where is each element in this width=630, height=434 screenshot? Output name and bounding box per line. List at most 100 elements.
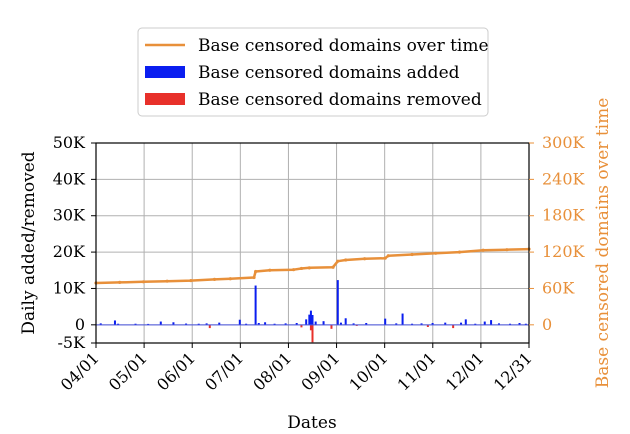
y-right-tick-label: 120K [542, 242, 586, 261]
added-bar [197, 323, 200, 325]
added-bar [113, 320, 116, 325]
y-left-tick-label: 30K [53, 206, 86, 225]
y-right-tick-label: 300K [542, 133, 586, 152]
over-time-point [165, 279, 169, 283]
y-left-tick-label: 0 [75, 315, 85, 334]
added-bar [365, 323, 368, 325]
over-time-point [141, 280, 146, 284]
removed-bar [208, 324, 211, 329]
added-bar [339, 322, 342, 325]
added-bar [134, 323, 137, 325]
x-tick-label: 11/01 [394, 348, 440, 394]
over-time-point [331, 265, 335, 269]
added-bar [444, 322, 447, 325]
added-bar [238, 319, 241, 325]
added-bar [431, 323, 434, 325]
y-left-tick-label: -5K [57, 333, 86, 352]
over-time-point [291, 268, 296, 272]
added-bar [344, 318, 347, 325]
added-bar [460, 322, 463, 325]
over-time-point [434, 251, 438, 255]
added-bar [284, 323, 287, 325]
added-bar [218, 322, 221, 325]
legend-added-swatch [145, 66, 185, 78]
x-tick-label: 10/01 [345, 348, 391, 394]
x-tick-label: 09/01 [297, 348, 343, 394]
over-time-line [95, 247, 530, 285]
added-bar [401, 313, 404, 325]
legend-box [137, 27, 489, 117]
y-left-tick-label: 10K [53, 278, 86, 297]
over-time-point [505, 248, 509, 252]
y-axis-right-label: Base censored domains over time [593, 98, 613, 389]
over-time-point [336, 259, 340, 263]
x-tick-label: 04/01 [57, 348, 103, 394]
over-time-point [457, 250, 462, 254]
y-right-tick-label: 180K [542, 206, 586, 225]
legend-removed-swatch [145, 93, 185, 105]
x-tick-label: 07/01 [201, 348, 247, 394]
over-time-point [363, 257, 367, 261]
over-time-point [212, 277, 217, 281]
over-time-point [228, 277, 232, 281]
y-left-tick-label: 50K [53, 133, 86, 152]
added-bar [308, 314, 311, 325]
added-bar [185, 323, 188, 325]
legend-label-removed: Base censored domains removed [198, 90, 482, 110]
removed-bar [300, 324, 303, 328]
x-tick-label: 06/01 [153, 348, 199, 394]
grid [96, 143, 529, 343]
added-bar [464, 319, 467, 325]
added-bar [509, 323, 512, 325]
over-time-point [383, 256, 387, 260]
added-bar [264, 322, 267, 325]
over-time-point [299, 266, 304, 271]
axes: 04/01 05/01 06/01 07/01 08/01 09/01 10/01 11/01… [53, 133, 586, 394]
added-bar [311, 315, 314, 325]
added-bar [384, 318, 387, 325]
y-right-tick-label: 240K [542, 169, 586, 188]
removed-bar [355, 324, 358, 326]
added-bar [336, 280, 339, 325]
added-bar [273, 323, 276, 325]
y-right-tick-label: 60K [542, 278, 575, 297]
added-bar [483, 321, 486, 325]
plot-frame [95, 142, 530, 344]
added-bar [205, 323, 208, 325]
legend: Base censored domains over time Base cen… [137, 27, 489, 117]
added-bar [490, 320, 493, 325]
added-bar [254, 285, 257, 325]
over-time-point [254, 269, 258, 274]
y-axis-left-label: Daily added/removed [19, 151, 39, 334]
added-bar [497, 323, 500, 325]
added-bar [524, 323, 527, 325]
removed-bar [311, 324, 314, 343]
added-bar [518, 323, 521, 325]
y-left-tick-label: 40K [53, 169, 86, 188]
x-axis-label: Dates [287, 413, 336, 433]
added-bar [305, 319, 308, 325]
bars [96, 280, 529, 343]
over-time-point [386, 254, 390, 258]
over-time-point [344, 258, 348, 262]
over-time-point [189, 278, 193, 283]
added-bar [117, 323, 120, 325]
removed-bar [330, 324, 333, 329]
over-time-point [252, 275, 256, 280]
x-tick-label: 12/01 [442, 348, 488, 394]
added-bar [172, 322, 175, 325]
x-tick-label: 08/01 [249, 348, 295, 394]
added-bar [420, 323, 423, 325]
removed-bar [426, 324, 429, 327]
added-bar [99, 323, 102, 325]
over-time-point [481, 248, 485, 252]
added-bar [257, 323, 260, 325]
added-bar [159, 321, 162, 325]
removed-bar [309, 324, 312, 331]
legend-label-added: Base censored domains added [198, 63, 460, 83]
over-time-point [307, 266, 311, 270]
over-time-point [268, 268, 272, 272]
added-bar [474, 323, 477, 325]
added-bar [295, 323, 298, 325]
